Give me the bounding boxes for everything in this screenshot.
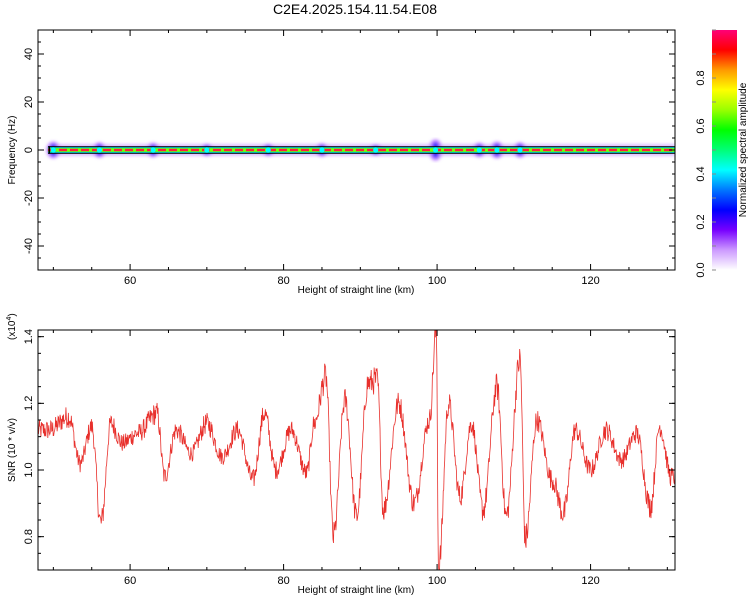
y-tick-label: 0 <box>23 147 35 153</box>
y-tick-label: 0.8 <box>23 529 35 544</box>
spectrogram-ylabel: Frequency (Hz) <box>7 116 18 185</box>
spectrogram-plot <box>46 139 675 161</box>
hotspot-dot <box>96 147 102 153</box>
snr-frame <box>37 329 676 571</box>
snr-panel: 60 80 100 120 0.8 1.0 1.2 1.4 Height of straigh… <box>6 313 676 596</box>
hotspot-dot <box>50 147 56 153</box>
snr-line <box>38 330 675 570</box>
spectrogram-xlabel: Height of straight line (km) <box>298 285 415 296</box>
y-tick-label: 40 <box>23 48 35 60</box>
colorbar-tick-label: 0.6 <box>695 118 707 133</box>
x-tick-label: 100 <box>428 575 446 587</box>
colorbar-ticks: 0.0 0.2 0.4 0.6 0.8 <box>695 29 716 278</box>
x-tick-label: 80 <box>277 575 289 587</box>
hotspot-dot <box>150 147 156 153</box>
y-tick-label: 20 <box>23 96 35 108</box>
colorbar-tick-label: 0.2 <box>695 214 707 229</box>
y-tick-label: -40 <box>23 238 35 254</box>
hotspot-dot <box>432 147 439 153</box>
y-tick-label: 1.2 <box>23 396 35 411</box>
x-tick-label: 60 <box>124 275 136 287</box>
spectrogram-ticks: 60 80 100 120 -40 -20 0 20 40 <box>23 29 675 287</box>
colorbar-label: Normalized spectral amplitude <box>738 82 749 217</box>
snr-ylabel: SNR (10 * v/v) <box>7 418 18 482</box>
x-tick-label: 120 <box>581 275 599 287</box>
x-tick-label: 100 <box>428 275 446 287</box>
snr-plot <box>38 330 675 570</box>
x-tick-label: 80 <box>277 275 289 287</box>
hotspot-dot <box>494 147 500 153</box>
hotspot-dot <box>319 147 325 153</box>
spectrogram-panel: 60 80 100 120 -40 -20 0 20 40 Height of straight… <box>7 29 676 296</box>
hotspot-dot <box>265 147 271 153</box>
y-tick-label: 1.4 <box>23 329 35 344</box>
snr-xlabel: Height of straight line (km) <box>298 585 415 596</box>
colorbar-tick-label: 0.8 <box>695 70 707 85</box>
snr-ticks: 60 80 100 120 0.8 1.0 1.2 1.4 <box>23 329 675 587</box>
hotspot-dot <box>517 147 523 153</box>
colorbar-gradient <box>712 30 737 270</box>
hotspot-dot <box>204 147 210 153</box>
colorbar-tick-label: 0.4 <box>695 166 707 181</box>
colorbar-tick-label: 0.0 <box>695 262 707 277</box>
snr-multiplier: (x104) <box>6 313 18 340</box>
x-tick-label: 120 <box>581 575 599 587</box>
y-tick-label: 1.0 <box>23 462 35 477</box>
colorbar: 0.0 0.2 0.4 0.6 0.8 Normalized spectral ampl… <box>695 29 749 278</box>
x-tick-label: 60 <box>124 575 136 587</box>
figure-title: C2E4.2025.154.11.54.E08 <box>273 1 437 17</box>
y-tick-label: -20 <box>23 190 35 206</box>
hotspot-dot <box>476 147 482 153</box>
hotspot-dot <box>373 147 379 153</box>
band-start <box>48 146 51 154</box>
